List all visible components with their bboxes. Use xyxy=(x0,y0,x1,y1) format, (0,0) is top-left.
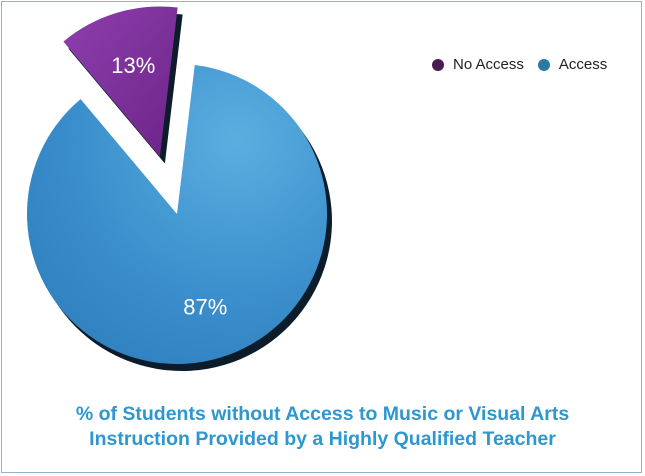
pie-slice-group-access: 87% xyxy=(26,65,332,372)
data-label-access: 87% xyxy=(183,295,227,320)
legend-label-access: Access xyxy=(558,56,608,73)
chart-title: % of Students without Access to Music or… xyxy=(0,402,645,452)
legend-item-no-access: No Access xyxy=(432,56,524,73)
pie-slice-group-no-access: 13% xyxy=(63,6,183,164)
chart-title-line-1: % of Students without Access to Music or… xyxy=(75,403,570,425)
legend-marker-access xyxy=(537,58,550,71)
chart-title-line-2: Instruction Provided by a Highly Qualifi… xyxy=(89,428,556,450)
legend-marker-no-access xyxy=(432,58,444,71)
pie-slice-no-access xyxy=(63,6,178,157)
pie-slice-access xyxy=(26,65,327,365)
legend-label-no-access: No Access xyxy=(453,56,524,73)
legend: No Access Access xyxy=(432,56,607,73)
data-label-no-access: 13% xyxy=(111,53,155,78)
legend-item-access: Access xyxy=(537,56,608,73)
